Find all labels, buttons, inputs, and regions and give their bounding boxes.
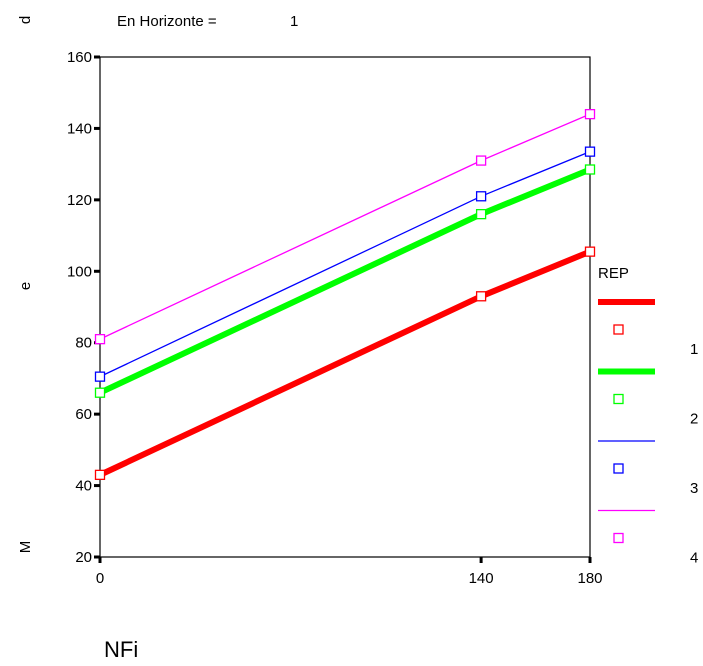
series-3-point: [475, 191, 487, 202]
legend-marker-2: [613, 393, 624, 405]
x-tick-label: 140: [469, 570, 494, 587]
y-tick-label: 100: [67, 263, 92, 280]
y-tick-label: 20: [75, 549, 92, 566]
plot-frame: [99, 56, 591, 558]
chart-subtitle-value: 1: [290, 13, 298, 30]
chart-header: En Horizonte = 1: [117, 13, 298, 30]
legend-label-2: 2: [690, 411, 698, 428]
series-4-point: [584, 108, 596, 120]
series-1-line: [98, 248, 592, 478]
y-axis-label-char-3: M: [17, 541, 34, 554]
legend-marker-4: [613, 532, 624, 544]
series-4-point: [475, 155, 487, 166]
y-axis: 20 40 60 80 100 120 140 160: [67, 49, 100, 566]
x-axis-label: NFi: [104, 637, 138, 662]
x-tick-label: 0: [96, 570, 104, 587]
x-axis: 0 140 180: [96, 557, 603, 587]
y-axis-label: d e M: [17, 16, 34, 553]
y-axis-label-char-1: d: [17, 16, 34, 24]
plot-border: [99, 56, 591, 558]
y-axis-label-char-2: e: [17, 282, 34, 290]
series-1-point: [584, 246, 596, 257]
y-tick-label: 140: [67, 120, 92, 137]
legend-label-3: 3: [690, 480, 698, 497]
legend-label-1: 1: [690, 341, 698, 358]
y-tick-label: 80: [75, 335, 92, 352]
series-3-point: [584, 146, 596, 157]
legend-title: REP: [598, 265, 629, 282]
y-tick-label: 40: [75, 478, 92, 495]
legend-label-4: 4: [690, 550, 698, 567]
series-2-point: [94, 387, 106, 398]
series-3-point: [94, 371, 106, 382]
legend-marker-3: [613, 463, 624, 474]
series-4-line: [99, 113, 591, 340]
series-2-point: [584, 164, 596, 175]
y-tick-label: 60: [75, 406, 92, 423]
y-tick-label: 160: [67, 49, 92, 66]
x-tick-label: 180: [577, 570, 602, 587]
series-4-point: [94, 333, 106, 345]
series-markers: [94, 108, 596, 481]
series-3-line: [99, 150, 591, 378]
legend: REP 1 2 3 4: [598, 265, 698, 567]
series-lines: [98, 113, 592, 478]
series-2-point: [475, 208, 487, 220]
legend-marker-1: [613, 324, 624, 335]
y-tick-label: 120: [67, 192, 92, 209]
series-1-point: [94, 469, 106, 481]
chart-subtitle: En Horizonte =: [117, 13, 217, 30]
series-1-point: [475, 291, 487, 302]
